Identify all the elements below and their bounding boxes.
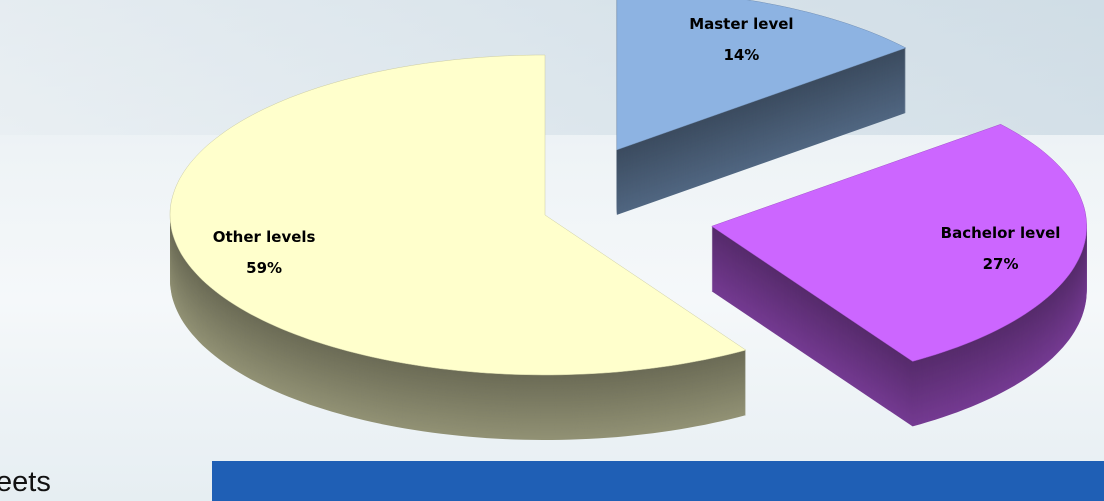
slice-group (711, 124, 1087, 427)
slice (616, 0, 907, 151)
slice-label: Other levels (213, 228, 316, 246)
slice (169, 54, 747, 376)
slice (711, 124, 1087, 362)
slice-value-label: 14% (723, 46, 759, 64)
slide-text: eets (0, 466, 51, 498)
slice-value-label: 59% (246, 259, 282, 277)
slice-group (169, 54, 747, 440)
slice-label: Master level (689, 15, 793, 33)
background-photo (0, 0, 1104, 135)
slice-group (616, 0, 907, 215)
footer-bar (212, 461, 1104, 501)
slice-label: Bachelor level (941, 224, 1061, 242)
slice-value-label: 27% (983, 255, 1019, 273)
